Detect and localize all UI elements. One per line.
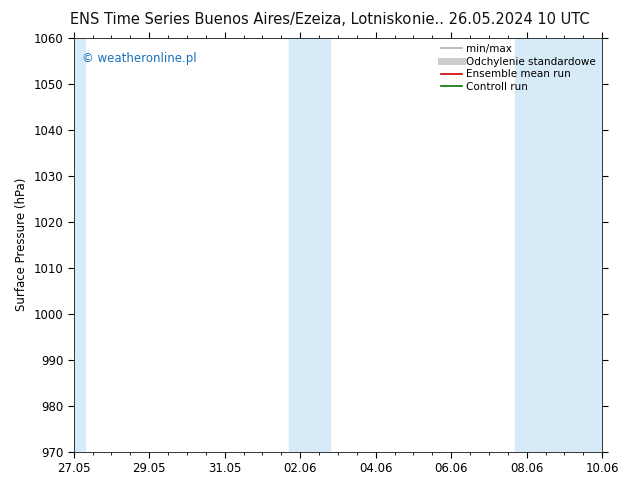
Text: ENS Time Series Buenos Aires/Ezeiza, Lotnisko: ENS Time Series Buenos Aires/Ezeiza, Lot… <box>70 12 411 27</box>
Text: © weatheronline.pl: © weatheronline.pl <box>82 52 197 65</box>
Legend: min/max, Odchylenie standardowe, Ensemble mean run, Controll run: min/max, Odchylenie standardowe, Ensembl… <box>437 40 600 96</box>
Bar <box>515 38 606 452</box>
Bar <box>289 38 330 452</box>
Text: nie.. 26.05.2024 10 UTC: nie.. 26.05.2024 10 UTC <box>412 12 590 27</box>
Bar <box>70 38 85 452</box>
Y-axis label: Surface Pressure (hPa): Surface Pressure (hPa) <box>15 178 28 311</box>
